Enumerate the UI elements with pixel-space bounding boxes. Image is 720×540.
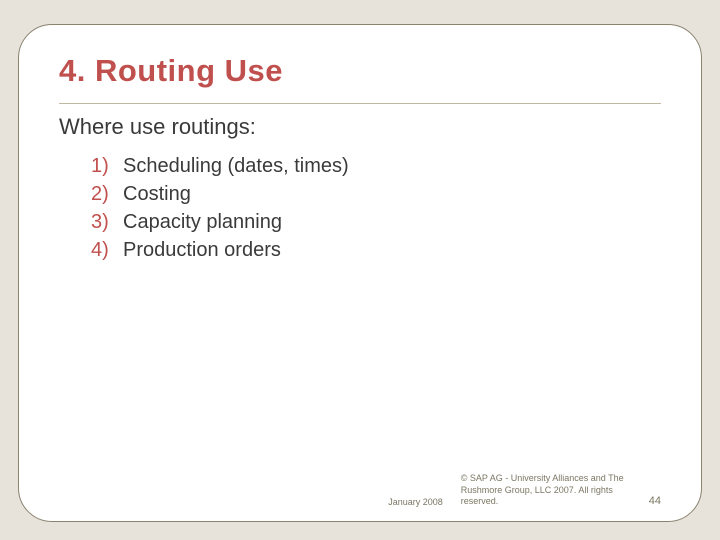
footer-pagenum: 44	[649, 495, 661, 507]
list-item: 1) Scheduling (dates, times)	[91, 152, 661, 180]
footer-date: January 2008	[388, 497, 443, 507]
list-item-text: Scheduling (dates, times)	[123, 152, 349, 180]
list-item-text: Production orders	[123, 236, 281, 264]
title-underline	[59, 103, 661, 104]
list-item: 4) Production orders	[91, 236, 661, 264]
slide-title: 4. Routing Use	[59, 53, 661, 89]
slide-card: 4. Routing Use Where use routings: 1) Sc…	[18, 24, 702, 522]
list-item-number: 2)	[91, 180, 123, 208]
list-item: 3) Capacity planning	[91, 208, 661, 236]
list-item-text: Capacity planning	[123, 208, 282, 236]
slide-subtitle: Where use routings:	[59, 114, 661, 140]
footer-copyright: © SAP AG - University Alliances and The …	[461, 473, 631, 507]
routing-list: 1) Scheduling (dates, times) 2) Costing …	[59, 152, 661, 264]
list-item: 2) Costing	[91, 180, 661, 208]
list-item-number: 1)	[91, 152, 123, 180]
list-item-number: 4)	[91, 236, 123, 264]
list-item-number: 3)	[91, 208, 123, 236]
slide-footer: January 2008 © SAP AG - University Allia…	[59, 473, 661, 507]
list-item-text: Costing	[123, 180, 191, 208]
